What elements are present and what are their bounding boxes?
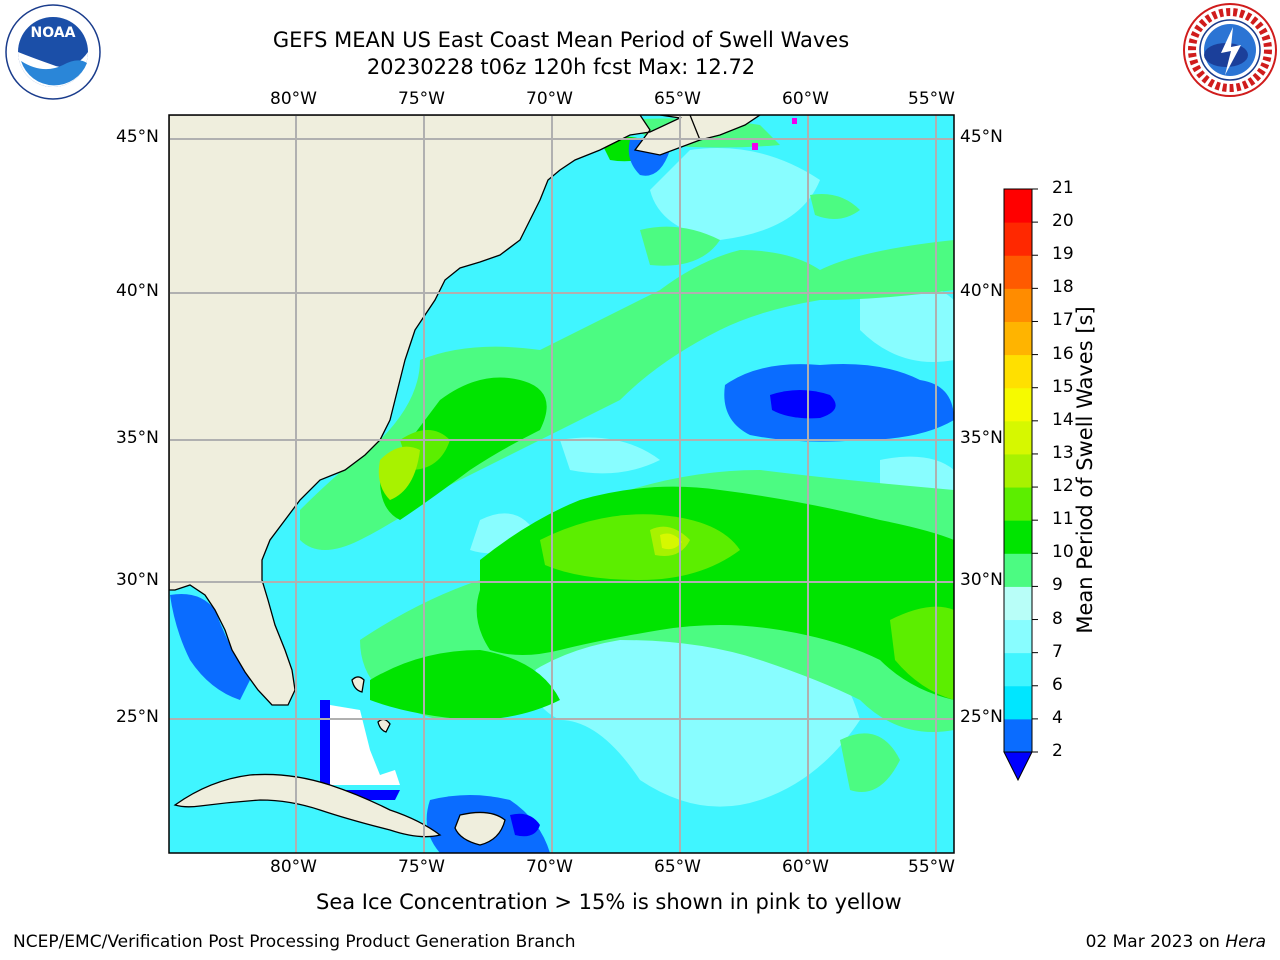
lat-label-left: 45°N: [116, 127, 159, 147]
land: [169, 115, 762, 846]
period-13-14-zone: [660, 533, 682, 550]
colorbar-tick-label: 12: [1052, 476, 1074, 497]
colorbar-bin: [1004, 685, 1032, 720]
sea-ice-pixels: [752, 118, 797, 150]
colorbar-tick-label: 4: [1052, 707, 1063, 728]
colorbar-tick-label: 19: [1052, 244, 1074, 265]
date-line: 02 Mar 2023 on Hera: [1086, 932, 1266, 952]
colorbar-bin: [1004, 553, 1032, 587]
colorbar-bin: [1004, 222, 1032, 256]
colorbar-bin: [1004, 453, 1032, 488]
colorbar-tick-label: 10: [1052, 542, 1074, 563]
colorbar-bin: [1004, 619, 1032, 654]
colorbar-tick-label: 17: [1052, 310, 1074, 331]
colorbar-tick-label: 18: [1052, 277, 1074, 298]
colorbar-bin: [1004, 288, 1032, 322]
colorbar-bin: [1004, 321, 1032, 356]
colorbar-bin: [1004, 652, 1032, 687]
noaa-logo: NOAA: [5, 4, 101, 100]
colorbar-tick-label: 8: [1052, 608, 1063, 629]
lat-label-left: 40°N: [116, 281, 159, 301]
credit-line: NCEP/EMC/Verification Post Processing Pr…: [13, 932, 576, 952]
colorbar: [1003, 188, 1038, 782]
map-frame: [168, 114, 955, 854]
lon-label-top: 60°W: [782, 89, 829, 109]
colorbar-tick-label: 16: [1052, 343, 1074, 364]
lon-label-top: 65°W: [654, 89, 701, 109]
colorbar-bin: [1004, 520, 1032, 554]
date-text: 02 Mar 2023 on: [1085, 932, 1220, 952]
colorbar-tick-label: 7: [1052, 641, 1063, 662]
map-title: GEFS MEAN US East Coast Mean Period of S…: [272, 28, 850, 52]
sea-ice-note: Sea Ice Concentration > 15% is shown in …: [316, 890, 902, 914]
colorbar-tick-label: 13: [1052, 442, 1074, 463]
colorbar-tick-label: 2: [1052, 741, 1063, 761]
lon-label-bottom: 55°W: [908, 857, 955, 877]
colorbar-tick-label: 14: [1052, 409, 1074, 430]
lon-label-bottom: 60°W: [782, 857, 829, 877]
colorbar-extend-min: [1003, 751, 1033, 782]
colorbar-tick-label: 21: [1052, 178, 1074, 198]
colorbar-bin: [1004, 487, 1032, 521]
colorbar-bin: [1004, 718, 1032, 753]
lat-label-right: 45°N: [960, 127, 1003, 147]
colorbar-bin: [1004, 255, 1032, 289]
lat-label-left: 25°N: [116, 707, 159, 727]
lon-label-bottom: 75°W: [398, 857, 445, 877]
colorbar-tick-label: 15: [1052, 376, 1074, 397]
lon-label-bottom: 65°W: [654, 857, 701, 877]
lat-label-left: 30°N: [116, 570, 159, 590]
colorbar-bin: [1004, 354, 1032, 389]
lat-label-right: 25°N: [960, 707, 1003, 727]
gridlines: [169, 115, 954, 853]
machine-name: Hera: [1225, 932, 1266, 952]
colorbar-tick-label: 11: [1052, 509, 1074, 530]
lat-label-right: 30°N: [960, 570, 1003, 590]
lon-label-bottom: 80°W: [270, 857, 317, 877]
lon-label-top: 80°W: [270, 89, 317, 109]
colorbar-tick-label: 9: [1052, 575, 1063, 596]
map-subtitle: 20230228 t06z 120h fcst Max: 12.72: [366, 55, 756, 79]
colorbar-tick-label: 20: [1052, 211, 1074, 232]
colorbar-tick-label: 6: [1052, 674, 1063, 695]
nws-logo: [1183, 3, 1277, 97]
lon-label-top: 55°W: [908, 89, 955, 109]
colorbar-title: Mean Period of Swell Waves [s]: [1073, 306, 1097, 634]
colorbar-frame: [1003, 188, 1033, 753]
lat-label-right: 35°N: [960, 428, 1003, 448]
colorbar-bin: [1004, 189, 1032, 223]
colorbar-bin: [1004, 420, 1032, 455]
colorbar-bin: [1004, 387, 1032, 422]
lon-label-bottom: 70°W: [526, 857, 573, 877]
lon-label-top: 70°W: [526, 89, 573, 109]
lat-label-right: 40°N: [960, 281, 1003, 301]
lat-label-left: 35°N: [116, 428, 159, 448]
lon-label-top: 75°W: [398, 89, 445, 109]
map-field: [169, 115, 954, 853]
colorbar-bin: [1004, 586, 1032, 621]
noaa-logo-text: NOAA: [31, 25, 76, 41]
